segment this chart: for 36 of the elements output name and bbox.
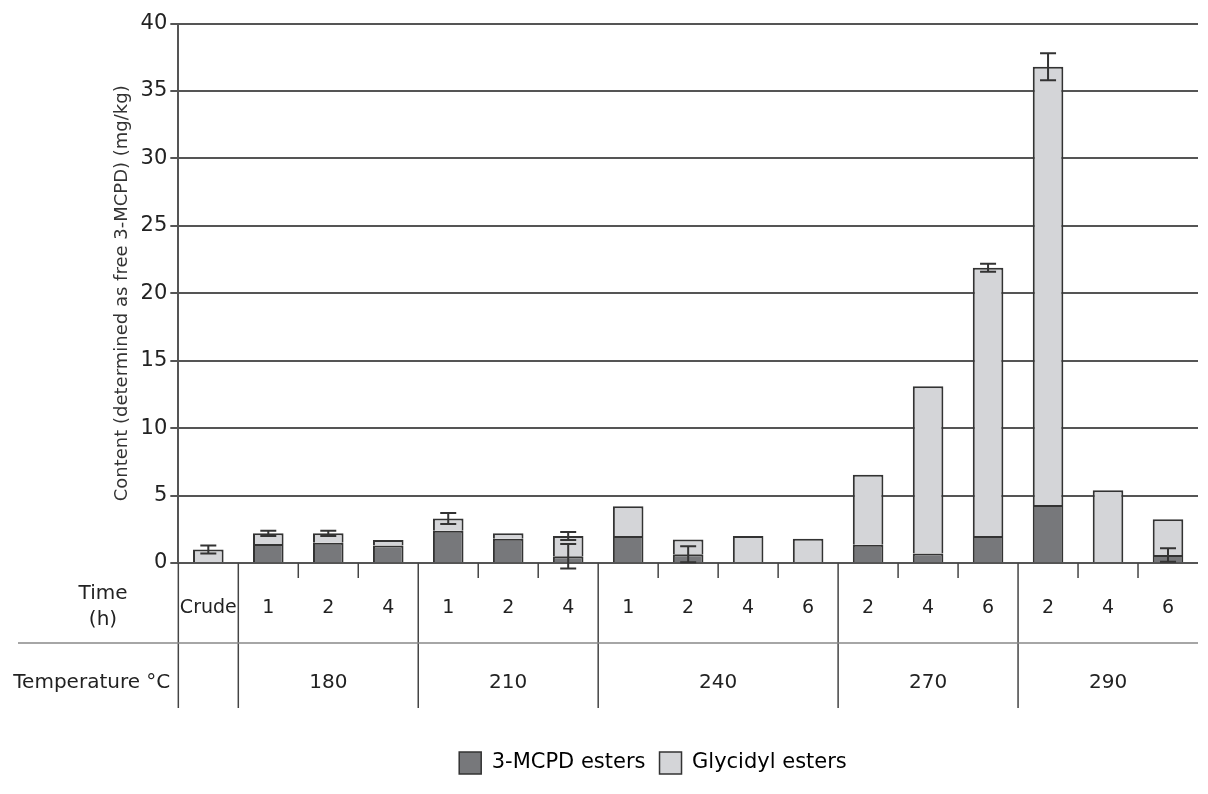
x-tick-label: 6 [802,594,815,617]
x-tick-label: 6 [982,594,995,617]
y-tick-label: 10 [140,414,168,439]
y-tick-label: 25 [140,212,168,237]
y-tick-label: 0 [153,549,168,574]
y-tick-label: 5 [153,482,168,507]
x-tick-label: 1 [442,594,455,617]
x-tick-label: 4 [742,594,755,617]
x-tick-label: 4 [922,594,935,617]
legend-label: 3-MCPD esters [491,749,646,774]
text: 270 [908,669,948,694]
y-tick-label: 20 [140,279,168,304]
text: 210 [489,669,528,694]
x-tick-label: 1 [262,594,275,617]
y-tick-label: 30 [140,144,168,169]
x-tick-label: 2 [322,594,335,617]
y-axis-title: Content (determined as free 3-MCPD) (mg/kg) [110,85,132,502]
x-axis-title: Time (h) [77,580,128,631]
x-tick-label: 4 [562,594,575,617]
text: 290 [1088,669,1128,694]
legend-label: Glycidyl esters [692,749,847,774]
x-tick-label: 4 [1101,594,1115,617]
x-tick-label: Crude [179,594,237,617]
x-tick-label: 4 [382,594,395,617]
text: 180 [309,669,348,694]
x-tick-label: 1 [622,594,635,617]
x-tick-label: 2 [1042,594,1055,617]
x-tick-label: 6 [1161,594,1175,617]
text: Temperature °C [12,669,171,694]
y-tick-label: 35 [140,77,168,102]
x-tick-label: 2 [862,594,875,617]
text: 240 [699,669,738,694]
x-tick-label: 2 [502,594,515,617]
y-tick-label: 15 [140,347,168,372]
x-tick-label: 2 [682,594,695,617]
y-tick-label: 40 [140,10,168,35]
